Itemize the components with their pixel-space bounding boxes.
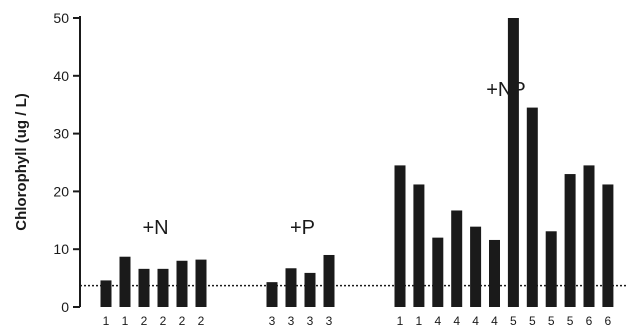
bar — [100, 280, 112, 307]
bar — [138, 268, 150, 307]
bar — [119, 256, 131, 307]
x-category-label: 6 — [586, 314, 593, 327]
x-category-label: 4 — [491, 314, 498, 327]
x-category-label: 3 — [288, 314, 295, 327]
x-category-label: 3 — [307, 314, 314, 327]
bar — [470, 226, 482, 307]
x-category-label: 1 — [103, 314, 110, 327]
bar — [195, 259, 207, 307]
x-category-label: 3 — [326, 314, 333, 327]
bar — [507, 18, 519, 307]
bar — [413, 184, 425, 307]
x-category-label: 3 — [269, 314, 276, 327]
bar — [564, 174, 576, 307]
x-category-label: 1 — [397, 314, 404, 327]
x-category-label: 2 — [160, 314, 167, 327]
x-category-label: 6 — [605, 314, 612, 327]
x-category-label: 5 — [548, 314, 555, 327]
bar — [157, 268, 169, 307]
bar — [266, 282, 278, 307]
bars — [100, 18, 614, 307]
bar — [583, 165, 595, 307]
bar — [489, 239, 500, 307]
y-tick-label: 20 — [53, 183, 69, 199]
x-category-label: 5 — [529, 314, 536, 327]
x-category-label: 2 — [179, 314, 186, 327]
y-axis-title: Chlorophyll (ug / L) — [13, 93, 30, 230]
x-category-label: 5 — [510, 314, 517, 327]
y-tick-label: 30 — [53, 126, 69, 142]
group-label: +NP — [486, 79, 525, 101]
y-tick-label: 0 — [61, 299, 69, 315]
x-category-label: 1 — [416, 314, 423, 327]
y-tick-label: 10 — [53, 241, 69, 257]
x-category-label: 2 — [141, 314, 148, 327]
y-tick-label: 40 — [53, 68, 69, 84]
group-label: +P — [290, 217, 315, 239]
axes: 0 10 20 30 40 50 — [53, 10, 626, 315]
y-tick-label: 50 — [53, 10, 69, 26]
bar — [304, 272, 316, 307]
bar — [323, 254, 335, 307]
bar — [176, 260, 188, 307]
x-category-label: 5 — [567, 314, 574, 327]
bar — [285, 268, 297, 307]
bar — [432, 237, 444, 307]
bar — [602, 184, 614, 307]
bar — [394, 165, 406, 307]
x-category-label: 2 — [198, 314, 205, 327]
labels: 1 1 2 2 2 2+N3 3 3 3+P1 1 4 4 4 4 5 5 5 5 6 6+NP — [103, 79, 612, 327]
group-label: +N — [142, 217, 168, 239]
x-category-label: 4 — [472, 314, 479, 327]
x-category-label: 1 — [122, 314, 129, 327]
x-category-label: 4 — [453, 314, 460, 327]
bar — [451, 210, 463, 307]
x-category-label: 4 — [434, 314, 441, 327]
bar — [526, 107, 538, 307]
bar — [545, 231, 557, 307]
